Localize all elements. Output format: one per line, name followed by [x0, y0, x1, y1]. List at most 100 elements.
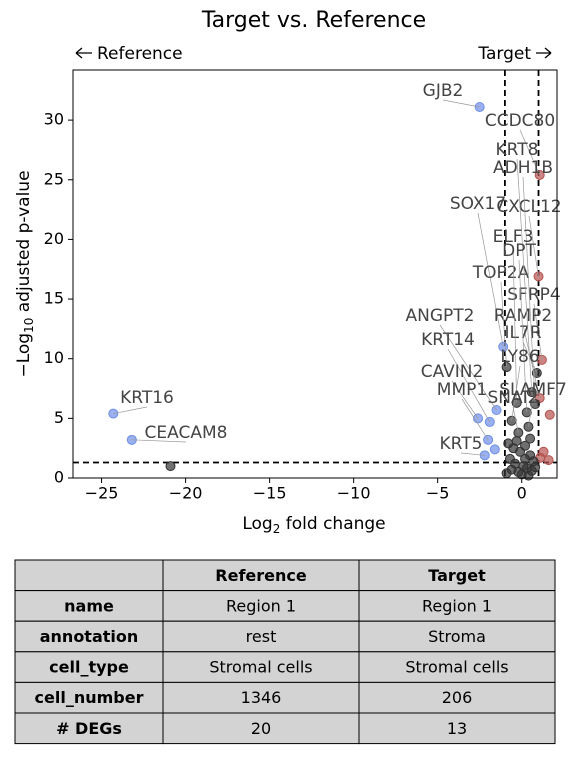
y-tick-label: 10 — [44, 348, 64, 367]
leader-line — [477, 212, 504, 347]
leader-line — [512, 245, 518, 403]
cell-text: name — [64, 596, 114, 615]
point-label: KRT8 — [496, 140, 539, 160]
point-label: CCDC80 — [485, 111, 555, 131]
point-label: IL7R — [504, 323, 541, 343]
point-label: KRT5 — [440, 434, 483, 454]
table-cell — [14, 559, 164, 592]
leader-line — [533, 303, 543, 360]
point — [544, 409, 555, 420]
chart-title: Target vs. Reference — [201, 8, 426, 33]
label-part: Log — [242, 514, 272, 534]
plot-frame — [72, 69, 558, 479]
table-cell — [162, 712, 360, 745]
leader-line — [519, 129, 541, 176]
annotations: KRT16 CEACAM8 GJB2 SOX17 ANGPT2 KRT14 CAVIN2MM… — [113, 81, 567, 456]
leader-line — [518, 259, 528, 413]
leader-line — [528, 215, 539, 277]
leader-line — [461, 398, 489, 441]
table-cell — [14, 590, 164, 622]
x-tick-label: −15 — [253, 484, 287, 503]
cell-text: Stromal cells — [209, 658, 312, 677]
cell-text: 20 — [251, 719, 271, 738]
leader-line — [113, 406, 148, 414]
point-label: SOX17 — [450, 194, 506, 214]
arrow — [536, 47, 552, 59]
leader-line — [516, 158, 533, 393]
cell-text: Stromal cells — [405, 658, 508, 677]
label-part: −Log — [14, 333, 34, 378]
leader-line — [131, 439, 187, 443]
label-part: fold change — [280, 514, 385, 534]
point-label: TOP2A — [472, 263, 530, 283]
direction-label: Target — [477, 44, 531, 64]
x-tick-label: −10 — [337, 484, 371, 503]
leader-line — [439, 324, 497, 411]
point-label: ELF3 — [493, 227, 534, 247]
table: Reference Target name Region 1 Region 1 annot… — [14, 559, 556, 745]
y-tick-label: 30 — [44, 110, 64, 129]
point — [165, 461, 176, 472]
cell-text: cell_type — [49, 658, 129, 677]
leader-line — [511, 365, 521, 421]
cell-text: 13 — [447, 719, 467, 738]
x-tick-label: −25 — [85, 484, 119, 503]
y-tick-label: 20 — [44, 229, 64, 248]
leader-line — [451, 380, 479, 419]
point — [489, 444, 500, 455]
leader-line — [522, 176, 536, 405]
leader-line — [447, 348, 491, 423]
cell-text: Target — [428, 566, 486, 585]
leader-line — [500, 281, 507, 368]
cell-text: 1346 — [241, 688, 282, 707]
x-tick-label: −20 — [169, 484, 203, 503]
leader-line — [512, 406, 519, 433]
leader-line — [442, 99, 480, 108]
y-axis-label: −Log10 adjusted p-value — [14, 170, 36, 377]
cell-text: 206 — [442, 688, 473, 707]
point — [523, 470, 534, 481]
table-cell — [14, 681, 164, 714]
point-label: CEACAM8 — [145, 423, 228, 443]
point — [525, 433, 536, 444]
label-sub: 10 — [22, 318, 36, 333]
table-cell — [162, 559, 360, 592]
point-label: GJB2 — [423, 81, 464, 101]
point-label: ANGPT2 — [406, 306, 475, 326]
point-label: LY86 — [500, 347, 539, 367]
x-axis-label: Log2 fold change — [242, 514, 385, 536]
direction-label: Reference — [97, 44, 183, 64]
cell-text: Stroma — [428, 627, 486, 646]
direction-left: Reference — [75, 44, 183, 64]
point — [543, 455, 554, 466]
table-cell — [358, 712, 556, 745]
x-tick-label: −5 — [426, 484, 450, 503]
point-label: CAVIN2 — [421, 362, 484, 382]
point-label: RAMP2 — [494, 306, 553, 326]
arrow — [75, 47, 92, 59]
cell-text: Region 1 — [226, 596, 296, 615]
label-part: adjusted p-value — [14, 170, 34, 317]
table-cell — [358, 620, 556, 653]
point — [520, 453, 531, 464]
point-label: ADH1B — [493, 158, 553, 178]
y-tick-label: 15 — [44, 289, 64, 308]
leader-line — [460, 452, 485, 456]
cell-text: Reference — [215, 566, 307, 585]
leader-line — [528, 398, 534, 427]
point — [520, 440, 531, 451]
y-tick-label: 25 — [44, 169, 64, 188]
point-label: KRT14 — [421, 330, 475, 350]
point-label: SFRP4 — [507, 285, 560, 305]
label-sub: 2 — [273, 522, 281, 536]
point — [511, 436, 522, 447]
y-tick-label: 5 — [54, 408, 64, 427]
y-tick-label: 0 — [54, 468, 64, 487]
point — [530, 462, 541, 473]
point-label: KRT16 — [120, 388, 174, 408]
point — [501, 468, 512, 479]
point-label: DPT — [502, 241, 536, 261]
table-cell — [162, 651, 360, 683]
